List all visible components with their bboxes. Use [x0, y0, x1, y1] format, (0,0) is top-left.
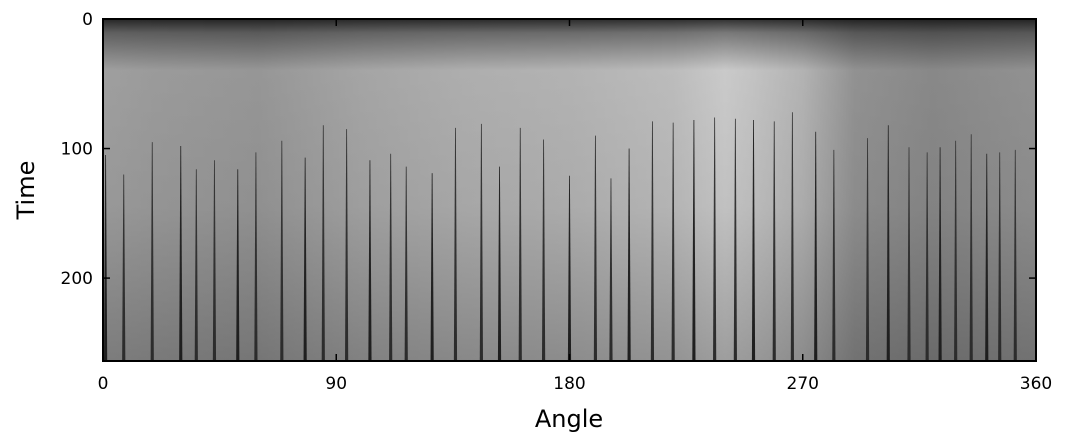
x-axis-label: Angle: [535, 405, 603, 433]
y-axis-label: Time: [12, 161, 40, 221]
x-tick-label: 180: [553, 374, 585, 394]
x-tick-label: 270: [787, 374, 819, 394]
y-tick-label: 100: [61, 140, 93, 160]
y-tick-label: 200: [61, 269, 93, 289]
x-tick-label: 360: [1020, 374, 1052, 394]
x-tick-label: 90: [325, 374, 347, 394]
x-tick-label: 0: [98, 374, 109, 394]
heatmap-area: [103, 19, 1036, 361]
x-axis-ticks: 0 90 180 270 360: [98, 19, 1052, 394]
y-tick-label: 0: [82, 10, 93, 30]
heatmap-vertical-shading: [103, 19, 1036, 361]
y-axis-ticks: 0 100 200: [61, 10, 1036, 289]
